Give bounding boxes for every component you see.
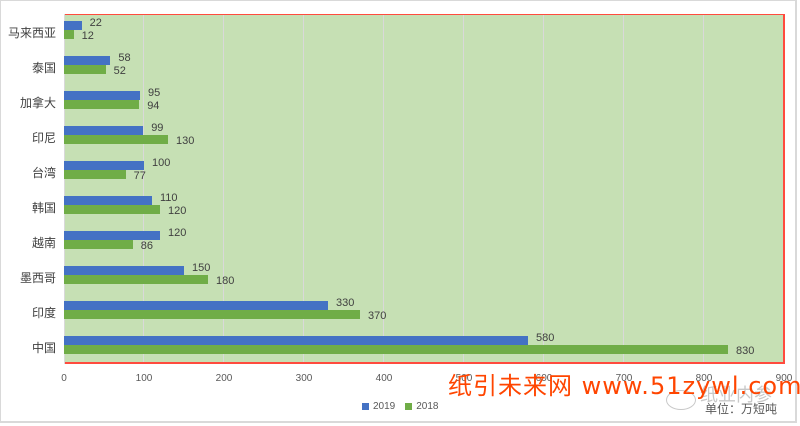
- data-label: 130: [176, 135, 195, 147]
- y-axis-line: [64, 14, 65, 364]
- unit-label: 单位：万短吨: [705, 402, 778, 416]
- gridline: [223, 15, 224, 362]
- bar-2018: [64, 30, 74, 39]
- bar-2019: [64, 126, 144, 135]
- bar-2018: [64, 275, 208, 284]
- bar-2019: [64, 336, 528, 345]
- data-label: 110: [160, 192, 178, 204]
- bar-2019: [64, 231, 160, 240]
- category-label: 中国: [31, 340, 56, 355]
- category-label: 马来西亚: [7, 25, 56, 40]
- watermark-secondary: 纸业内参: [700, 385, 772, 406]
- x-tick-label: 400: [375, 373, 393, 384]
- bar-2019: [64, 161, 144, 170]
- x-tick-label: 0: [61, 373, 67, 384]
- data-label: 86: [140, 240, 154, 252]
- data-label: 150: [192, 262, 211, 274]
- data-label: 180: [216, 275, 235, 287]
- bar-2018: [64, 135, 168, 144]
- data-label: 22: [89, 17, 102, 29]
- bar-2019: [64, 301, 328, 310]
- gridline: [543, 15, 544, 362]
- data-label: 100: [152, 157, 171, 169]
- legend-label-2019: 2019: [373, 401, 396, 412]
- x-tick-label: 900: [775, 373, 793, 384]
- bar-2018: [64, 240, 133, 249]
- x-tick-label: 300: [295, 373, 313, 384]
- bar-2018: [64, 170, 126, 179]
- bar-2018: [64, 345, 728, 354]
- x-tick-label: 200: [215, 373, 233, 384]
- bar-2019: [64, 91, 140, 100]
- gridline: [383, 15, 384, 362]
- data-label: 12: [81, 30, 94, 42]
- x-tick-label: 600: [535, 373, 553, 384]
- x-tick-label: 800: [695, 373, 713, 384]
- data-label: 830: [736, 345, 755, 357]
- category-label: 印尼: [31, 130, 56, 145]
- x-tick-label: 500: [455, 373, 473, 384]
- data-label: 52: [113, 65, 126, 77]
- wechat-icon: [666, 390, 696, 410]
- gridline: [703, 15, 704, 362]
- data-label: 99: [151, 122, 164, 134]
- gridline: [143, 15, 144, 362]
- category-label: 墨西哥: [19, 270, 56, 285]
- data-label: 330: [336, 297, 355, 309]
- category-label: 加拿大: [19, 95, 56, 110]
- data-label: 58: [118, 52, 131, 64]
- bar-2019: [64, 266, 184, 275]
- bar-2018: [64, 65, 106, 74]
- bar-2018: [64, 310, 360, 319]
- data-label: 580: [536, 332, 555, 344]
- category-label: 印度: [31, 305, 56, 320]
- bar-2019: [64, 196, 152, 205]
- bar-2018: [64, 100, 140, 109]
- x-tick-label: 100: [135, 373, 153, 384]
- gridline: [303, 15, 304, 362]
- data-label: 370: [368, 310, 387, 322]
- legend-item-2019: 2019: [362, 401, 395, 412]
- legend-label-2018: 2018: [416, 401, 439, 412]
- legend-item-2018: 2018: [405, 401, 439, 412]
- category-label: 台湾: [31, 165, 56, 180]
- data-label: 95: [148, 87, 161, 99]
- legend: 2019 2018: [362, 401, 445, 412]
- category-label: 韩国: [31, 200, 56, 215]
- legend-swatch-2019: [362, 403, 369, 410]
- category-label: 泰国: [31, 60, 56, 75]
- data-label: 94: [147, 100, 160, 112]
- data-label: 77: [133, 170, 146, 182]
- gridline: [463, 15, 464, 362]
- bar-2018: [64, 205, 160, 214]
- data-label: 120: [168, 205, 187, 217]
- legend-swatch-2018: [405, 403, 413, 410]
- bar-2019: [64, 56, 111, 65]
- data-label: 120: [168, 227, 187, 239]
- gridline: [623, 15, 624, 362]
- bar-2019: [64, 21, 82, 30]
- category-label: 越南: [31, 235, 56, 250]
- x-tick-label: 700: [615, 373, 633, 384]
- watermark: 纸引未来网 www.51zywl.com: [448, 372, 800, 400]
